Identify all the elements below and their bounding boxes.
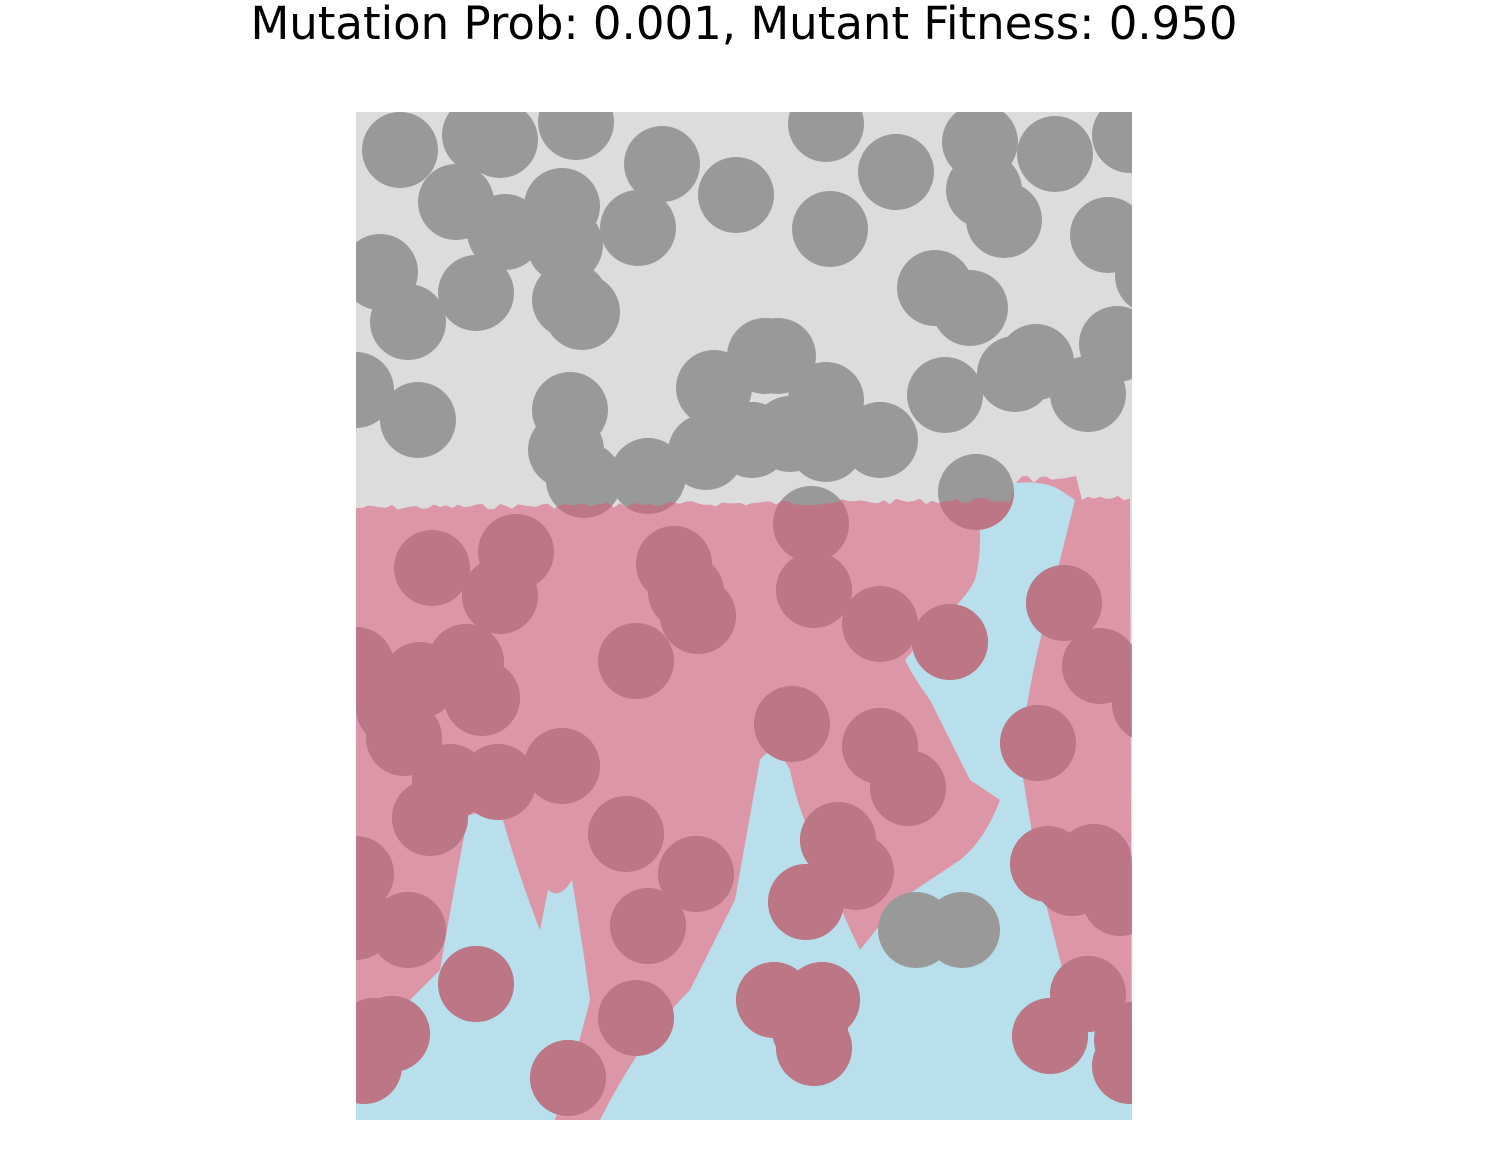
obstacle-disc — [527, 207, 603, 283]
obstacle-disc — [624, 126, 700, 202]
obstacle-disc — [544, 274, 620, 350]
obstacle-disc — [1092, 112, 1132, 173]
obstacle-disc — [966, 182, 1042, 258]
obstacle-disc — [462, 112, 538, 178]
obstacle-disc-tinted — [768, 864, 844, 940]
obstacle-disc-tinted — [524, 728, 600, 804]
obstacle-disc-tinted — [773, 486, 849, 562]
obstacle-disc — [924, 892, 1000, 968]
obstacle-disc — [546, 442, 622, 518]
obstacle-disc-tinted — [912, 604, 988, 680]
obstacle-disc-tinted — [658, 836, 734, 912]
obstacle-disc-tinted — [1026, 565, 1102, 641]
obstacle-disc — [792, 191, 868, 267]
obstacle-disc-tinted — [356, 1028, 402, 1104]
obstacle-disc-tinted — [870, 750, 946, 826]
obstacle-disc-tinted — [842, 586, 918, 662]
obstacle-disc — [362, 112, 438, 188]
obstacle-disc-tinted — [598, 980, 674, 1056]
obstacle-disc-tinted — [394, 530, 470, 606]
obstacle-disc-tinted — [660, 578, 736, 654]
obstacle-disc-tinted — [392, 780, 468, 856]
obstacle-disc — [1115, 244, 1132, 308]
obstacle-disc — [370, 284, 446, 360]
obstacle-disc-tinted — [356, 884, 394, 960]
obstacle-disc-tinted — [1112, 666, 1132, 742]
obstacle-disc — [907, 357, 983, 433]
obstacle-disc-tinted — [754, 686, 830, 762]
obstacle-disc — [1070, 197, 1132, 273]
obstacle-disc — [438, 255, 514, 331]
obstacle-disc — [788, 406, 864, 482]
obstacle-disc — [740, 318, 816, 394]
obstacle-disc-tinted — [356, 627, 394, 703]
obstacle-disc-tinted — [1094, 1002, 1132, 1078]
obstacles-overlay-layer — [356, 476, 1132, 1116]
obstacle-disc-tinted — [588, 796, 664, 872]
obstacle-disc-tinted — [598, 623, 674, 699]
obstacle-disc — [1050, 356, 1126, 432]
obstacle-disc-tinted — [1082, 860, 1132, 936]
obstacle-disc — [538, 112, 614, 160]
obstacle-disc-tinted — [776, 1010, 852, 1086]
obstacle-disc-tinted — [438, 946, 514, 1022]
obstacle-disc — [842, 402, 918, 478]
obstacle-disc-tinted — [776, 552, 852, 628]
obstacle-disc — [977, 336, 1053, 412]
obstacle-disc — [600, 190, 676, 266]
obstacle-disc-tinted — [1012, 998, 1088, 1074]
obstacle-disc — [356, 352, 394, 428]
obstacle-disc — [788, 112, 864, 162]
obstacle-disc-tinted — [444, 660, 520, 736]
obstacle-disc-tinted — [1000, 705, 1076, 781]
obstacle-disc — [610, 438, 686, 514]
obstacle-disc — [698, 157, 774, 233]
obstacle-disc — [858, 134, 934, 210]
figure-title: Mutation Prob: 0.001, Mutant Fitness: 0.… — [250, 0, 1238, 50]
obstacle-disc — [1017, 116, 1093, 192]
obstacle-disc-tinted — [530, 1040, 606, 1116]
obstacle-disc — [467, 194, 543, 270]
obstacle-disc-tinted — [462, 558, 538, 634]
obstacle-disc — [380, 382, 456, 458]
obstacle-disc-tinted — [610, 888, 686, 964]
obstacle-disc — [932, 270, 1008, 346]
obstacle-disc — [676, 350, 752, 426]
obstacle-disc-tinted — [460, 744, 536, 820]
